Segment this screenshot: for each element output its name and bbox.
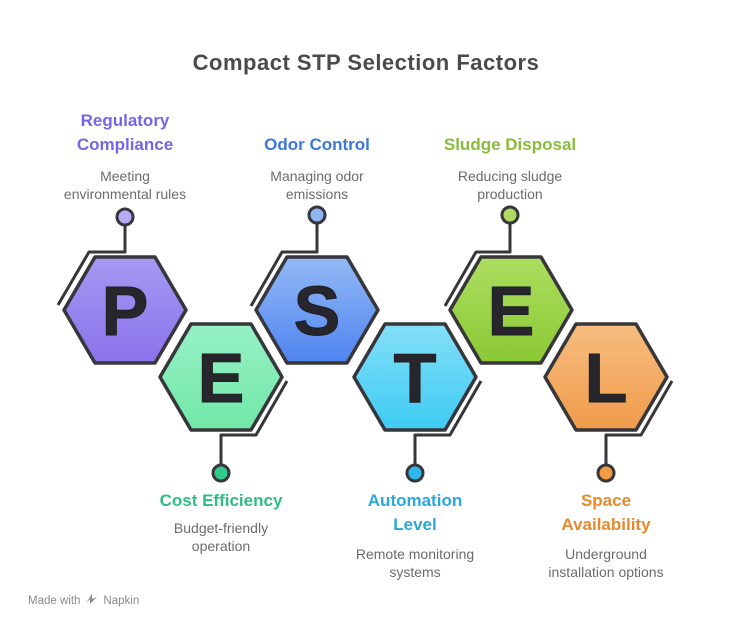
- desc-regulatory-compliance: Meeting environmental rules: [35, 167, 215, 203]
- hexagon-e2: [448, 255, 574, 365]
- hexagon-l: [543, 322, 669, 432]
- label-line: Compliance: [76, 135, 174, 154]
- connector-sludge: [443, 222, 512, 307]
- watermark: Made with Napkin: [28, 593, 139, 608]
- desc-odor-control: Managing odor emissions: [227, 167, 407, 203]
- letter-s: S: [294, 272, 341, 350]
- watermark-brand: Napkin: [103, 594, 140, 607]
- watermark-prefix: Made with: [28, 594, 81, 607]
- desc-line: Meeting: [100, 168, 150, 184]
- connector-odor: [249, 222, 319, 307]
- desc-space-availability: Underground installation options: [516, 545, 696, 581]
- letter-l: L: [585, 339, 628, 417]
- label-line: Odor Control: [264, 135, 370, 154]
- dot-odor: [307, 205, 327, 225]
- label-line: Level: [393, 515, 437, 534]
- hexagon-t: [352, 322, 478, 432]
- letter-p: P: [102, 272, 149, 350]
- desc-line: emissions: [285, 186, 349, 202]
- desc-line: Underground: [565, 546, 647, 562]
- desc-line: production: [477, 186, 543, 202]
- desc-sludge-disposal: Reducing sludge production: [420, 167, 600, 203]
- label-line: Cost Efficiency: [159, 491, 283, 510]
- label-odor-control: Odor Control: [227, 133, 407, 157]
- desc-line: operation: [191, 538, 251, 554]
- connector-regulatory: [56, 224, 127, 306]
- connector-automation: [413, 380, 483, 465]
- label-automation-level: Automation Level: [325, 489, 505, 537]
- label-sludge-disposal: Sludge Disposal: [420, 133, 600, 157]
- label-regulatory-compliance: Regulatory Compliance: [35, 109, 215, 157]
- dot-regulatory: [115, 207, 135, 227]
- label-line: Space: [580, 491, 632, 510]
- desc-cost-efficiency: Budget-friendly operation: [131, 519, 311, 555]
- desc-line: Managing odor: [270, 168, 364, 184]
- label-line: Regulatory: [80, 111, 170, 130]
- desc-line: Reducing sludge: [457, 168, 563, 184]
- label-line: Automation: [367, 491, 463, 510]
- hexagon-e1: [158, 322, 284, 432]
- desc-line: Remote monitoring: [355, 546, 475, 562]
- label-cost-efficiency: Cost Efficiency: [131, 489, 311, 513]
- label-line: Availability: [561, 515, 651, 534]
- napkin-logo-icon: [85, 593, 98, 608]
- dot-cost: [211, 463, 231, 483]
- hexagon-p: [62, 255, 188, 365]
- desc-line: systems: [389, 564, 441, 580]
- label-line: Sludge Disposal: [443, 135, 577, 154]
- label-space-availability: Space Availability: [516, 489, 696, 537]
- desc-line: environmental rules: [63, 186, 187, 202]
- letter-t: T: [394, 339, 437, 417]
- dot-automation: [405, 463, 425, 483]
- connector-cost: [219, 380, 289, 465]
- letter-e1: E: [198, 339, 245, 417]
- dot-sludge: [500, 205, 520, 225]
- letter-e2: E: [488, 272, 535, 350]
- desc-automation-level: Remote monitoring systems: [325, 545, 505, 581]
- dot-space: [596, 463, 616, 483]
- desc-line: installation options: [548, 564, 664, 580]
- hexagon-s: [254, 255, 380, 365]
- desc-line: Budget-friendly: [173, 520, 269, 536]
- connector-space: [604, 380, 674, 465]
- page-title: Compact STP Selection Factors: [192, 50, 540, 75]
